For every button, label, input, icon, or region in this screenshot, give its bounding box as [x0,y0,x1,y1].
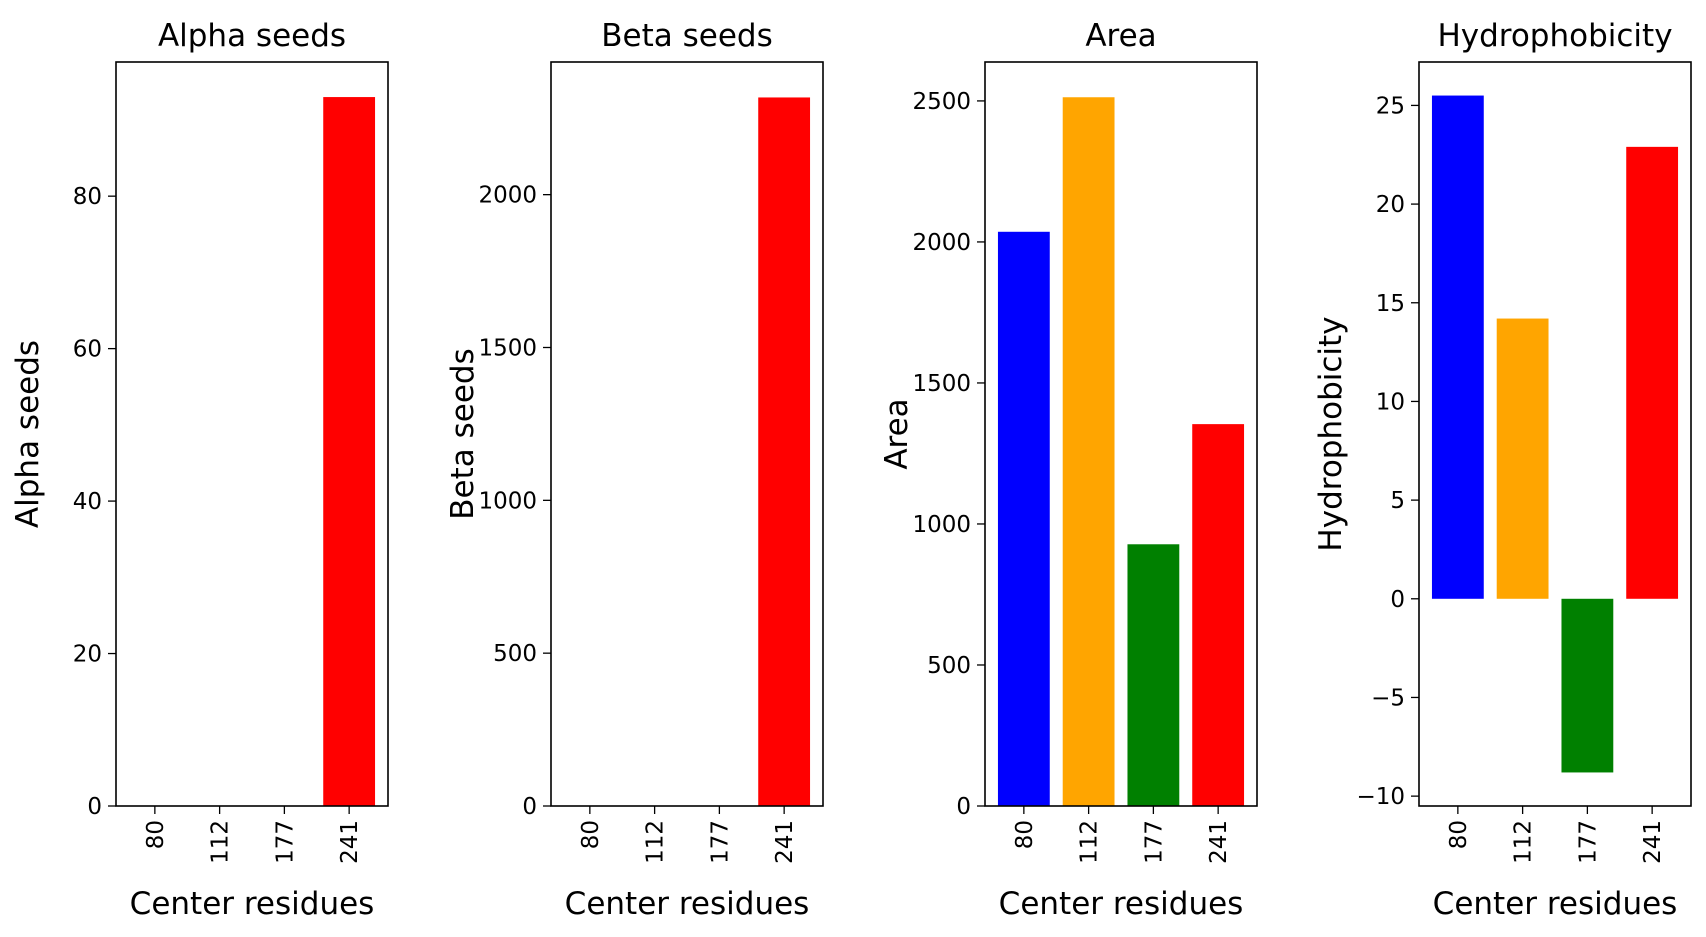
bar-177 [1561,598,1614,773]
x-tick-label: 80 [1012,820,1038,849]
axes-frame [115,61,389,807]
x-tick-label: 112 [643,820,669,864]
y-tick-label: 0 [956,794,971,820]
x-tick-label: 177 [1575,820,1601,864]
y-axis-label: Alpha seeds [10,340,46,528]
y-tick-label: 2000 [912,230,971,256]
bar-group [1431,95,1679,773]
y-tick-label: 15 [1376,291,1405,317]
y-tick-label: 0 [1390,587,1405,613]
x-tick-label: 177 [1141,820,1167,864]
bar-241 [758,97,811,806]
bar-241 [323,97,376,807]
y-axis-ticks: 0 500 1000 1500 2000 [478,183,551,820]
x-axis-label: Center residues [130,886,375,922]
y-tick-label: 1000 [912,512,971,538]
bar-80 [997,231,1050,806]
bar-group [323,97,376,807]
bar-177 [1127,544,1180,806]
x-axis-label: Center residues [565,886,810,922]
y-tick-label: 80 [73,184,102,210]
subplot-title: Area [1085,18,1156,54]
x-tick-label: 112 [1077,820,1103,864]
x-tick-label: 80 [1446,820,1472,849]
bar-241 [1192,424,1245,806]
x-tick-label: 177 [272,820,298,864]
x-tick-label: 112 [208,820,234,864]
y-axis-label: Area [879,398,915,469]
y-tick-label: 0 [87,794,102,820]
y-tick-label: 2000 [478,183,537,209]
subplot-title: Hydrophobicity [1437,18,1672,54]
subplot-title: Beta seeds [601,18,772,54]
bar-112 [1062,97,1115,807]
y-tick-label: 10 [1376,389,1405,415]
y-tick-label: 20 [73,642,102,668]
subplot-area: 0 500 1000 1500 2000 2500 80 112 177 241 Area Ce… [879,18,1258,922]
x-tick-label: 241 [1206,820,1232,864]
axes-frame [1418,61,1692,807]
y-tick-label: 2500 [912,89,971,115]
y-tick-label: 60 [73,337,102,363]
y-tick-label: 500 [927,653,971,679]
y-tick-label: 25 [1376,93,1405,119]
y-axis-label: Beta seeds [445,348,481,519]
bar-241 [1626,146,1679,599]
y-axis-ticks: 0 20 40 60 80 [73,184,116,820]
x-axis-ticks: 80 112 177 241 [143,806,363,864]
bar-112 [1496,318,1549,599]
x-tick-label: 177 [707,820,733,864]
x-axis-ticks: 80 112 177 241 [1012,806,1232,864]
y-axis-ticks: 0 500 1000 1500 2000 2500 [912,89,985,820]
y-tick-label: 1500 [478,335,537,361]
x-tick-label: 241 [772,820,798,864]
x-tick-label: 241 [337,820,363,864]
x-axis-label: Center residues [999,886,1244,922]
x-tick-label: 80 [143,820,169,849]
subplot-alpha-seeds: 0 20 40 60 80 80 112 177 241 Alpha seeds Center… [10,18,389,922]
axes-frame [550,61,824,807]
y-tick-label: 40 [73,489,102,515]
y-axis-label: Hydrophobicity [1313,316,1349,551]
y-tick-label: −5 [1371,685,1405,711]
bar-group [758,97,811,806]
y-tick-label: −10 [1356,784,1405,810]
y-tick-label: 500 [493,641,537,667]
y-tick-label: 5 [1390,488,1405,514]
y-axis-ticks: −10 −5 0 5 10 15 20 25 [1356,93,1419,810]
y-tick-label: 20 [1376,192,1405,218]
x-axis-ticks: 80 112 177 241 [1446,806,1666,864]
x-tick-label: 112 [1511,820,1537,864]
x-tick-label: 241 [1640,820,1666,864]
y-tick-label: 1000 [478,488,537,514]
axes-frame [984,61,1258,807]
subplot-title: Alpha seeds [158,18,346,54]
y-tick-label: 1500 [912,371,971,397]
x-axis-label: Center residues [1433,886,1678,922]
y-tick-label: 0 [522,794,537,820]
x-tick-label: 80 [578,820,604,849]
x-axis-ticks: 80 112 177 241 [578,806,798,864]
bar-group [997,97,1245,807]
bar-80 [1431,95,1484,599]
subplot-hydrophobicity: −10 −5 0 5 10 15 20 25 80 112 177 241 Hydrophobici… [1313,18,1692,922]
